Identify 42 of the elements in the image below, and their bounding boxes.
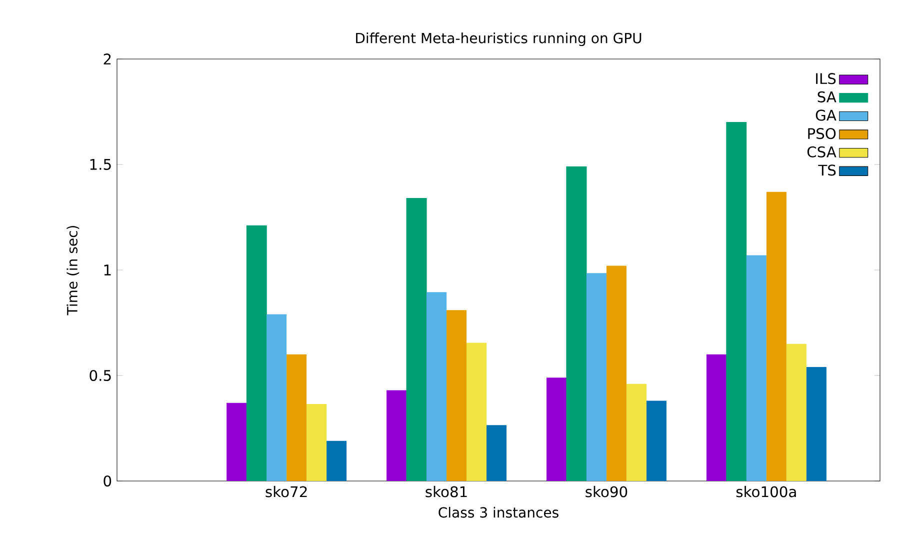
x-tick-label: sko81 xyxy=(426,486,467,498)
bar xyxy=(406,198,427,481)
y-tick-label: 1 xyxy=(104,264,111,276)
bar xyxy=(806,367,826,481)
bar xyxy=(546,378,566,481)
legend-label: GA xyxy=(816,110,836,121)
bar xyxy=(306,404,327,481)
bar xyxy=(326,440,347,481)
y-tick-label: 0 xyxy=(104,475,112,487)
bar xyxy=(386,390,407,481)
x-tick-label: sko100a xyxy=(736,486,796,498)
bar xyxy=(426,292,447,481)
bar xyxy=(766,192,786,481)
bar xyxy=(706,354,726,481)
y-tick-label: 0.5 xyxy=(90,370,111,382)
bar xyxy=(486,425,507,481)
legend-label: CSA xyxy=(807,146,836,158)
y-tick-label: 1.5 xyxy=(90,159,111,170)
y-tick-label: 2 xyxy=(104,54,111,64)
bar xyxy=(246,225,267,481)
bar xyxy=(726,122,747,481)
bar xyxy=(786,344,806,481)
chart-title: Different Meta-heuristics running on GPU xyxy=(356,32,642,46)
bar xyxy=(266,314,287,481)
legend-label: ILS xyxy=(816,73,836,84)
legend-label: PSO xyxy=(808,128,836,140)
bar xyxy=(286,354,307,481)
x-tick-label: sko90 xyxy=(586,486,628,498)
bar xyxy=(646,400,666,481)
bar xyxy=(226,402,247,481)
bar xyxy=(586,273,606,481)
bar xyxy=(606,266,626,481)
legend-label: SA xyxy=(818,91,836,102)
x-axis-title: Class 3 instances xyxy=(438,506,558,518)
legend-label: TS xyxy=(818,164,836,176)
bar xyxy=(626,384,646,481)
x-tick-label: sko72 xyxy=(266,486,307,498)
y-axis-title: Time (in sec) xyxy=(66,226,80,316)
bar xyxy=(446,310,467,481)
bar xyxy=(746,255,766,481)
bar xyxy=(466,342,487,481)
bar xyxy=(566,166,587,481)
